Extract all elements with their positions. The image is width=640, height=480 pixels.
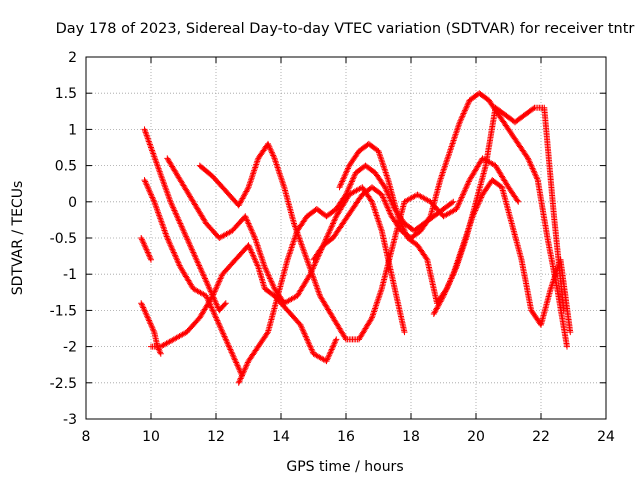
series-markers bbox=[141, 177, 245, 379]
chart-title: Day 178 of 2023, Sidereal Day-to-day VTE… bbox=[56, 21, 635, 37]
y-tick-label: 2 bbox=[68, 50, 77, 66]
y-tick-label: 1 bbox=[68, 122, 77, 138]
x-tick-label: 10 bbox=[142, 429, 160, 445]
x-tick-label: 8 bbox=[82, 429, 91, 445]
y-tick-label: -0.5 bbox=[50, 231, 77, 247]
x-tick-label: 18 bbox=[402, 429, 420, 445]
x-tick-label: 14 bbox=[272, 429, 290, 445]
y-axis-label: SDTVAR / TECUs bbox=[10, 181, 26, 296]
y-tick-label: -2 bbox=[63, 340, 77, 356]
y-tick-label: -1.5 bbox=[50, 303, 77, 319]
x-tick-label: 20 bbox=[467, 429, 485, 445]
x-axis-label: GPS time / hours bbox=[286, 459, 403, 475]
y-tick-label: 1.5 bbox=[55, 86, 77, 102]
series-markers bbox=[336, 104, 567, 314]
series-track-h bbox=[336, 104, 567, 314]
series-markers bbox=[430, 177, 574, 336]
series-markers bbox=[196, 140, 522, 343]
axis-ticks: 8 10 12 14 16 18 20 22 24-3-2.5-2-1.5-1-0.500.51… bbox=[50, 50, 615, 445]
x-tick-label: 24 bbox=[597, 429, 615, 445]
series-track-i bbox=[430, 177, 574, 336]
x-tick-label: 12 bbox=[207, 429, 225, 445]
x-tick-label: 22 bbox=[532, 429, 550, 445]
series-track-b bbox=[141, 177, 245, 379]
y-tick-label: -2.5 bbox=[50, 376, 77, 392]
y-tick-label: -1 bbox=[63, 267, 77, 283]
y-tick-label: 0.5 bbox=[55, 159, 77, 175]
y-tick-label: -3 bbox=[63, 412, 77, 428]
x-tick-label: 16 bbox=[337, 429, 355, 445]
series-markers bbox=[138, 300, 164, 357]
data-layer bbox=[138, 90, 574, 386]
series-track-e bbox=[196, 140, 522, 343]
y-tick-label: 0 bbox=[68, 195, 77, 211]
series-track-j bbox=[138, 300, 164, 357]
series-markers bbox=[138, 235, 154, 263]
series-track-k bbox=[138, 235, 154, 263]
